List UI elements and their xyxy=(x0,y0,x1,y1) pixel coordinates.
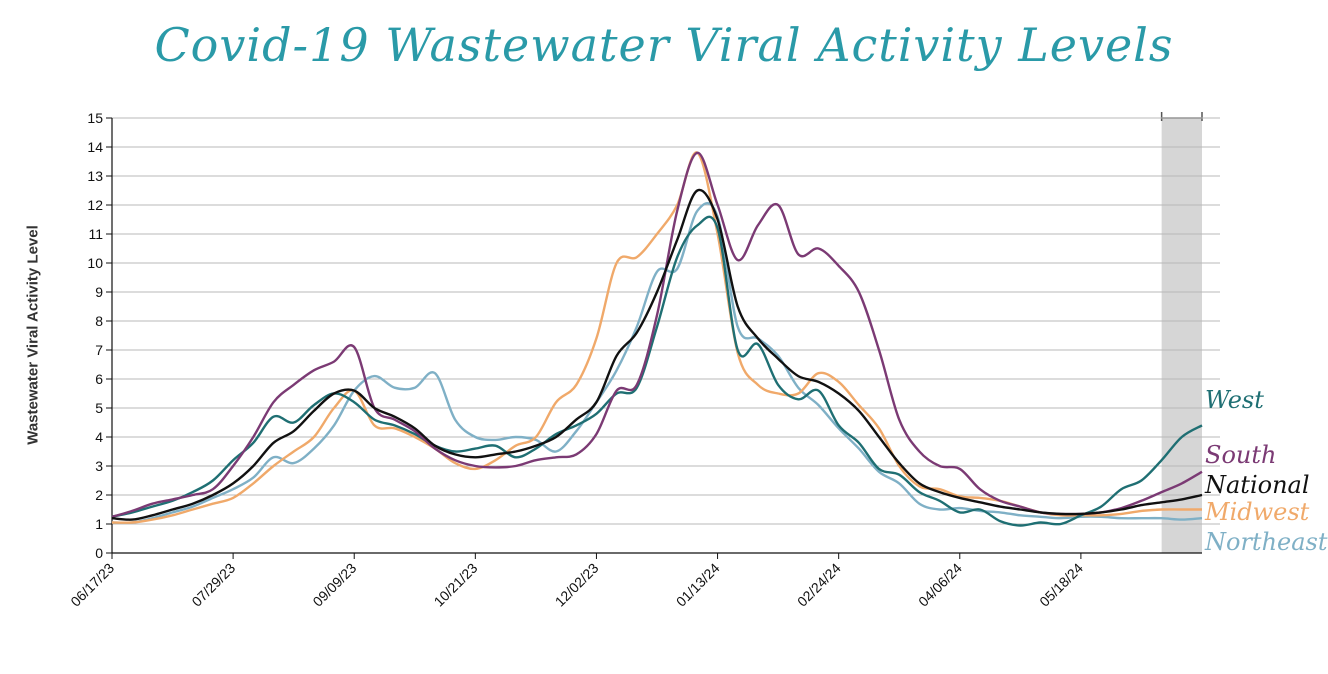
y-tick-label: 0 xyxy=(95,545,103,561)
y-tick-label: 8 xyxy=(95,313,103,329)
x-tick-label: 09/09/23 xyxy=(309,560,359,610)
series-line-south xyxy=(111,151,1203,518)
y-tick-label: 4 xyxy=(95,429,103,445)
y-tick-label: 1 xyxy=(95,516,103,532)
y-tick-label: 11 xyxy=(88,226,103,242)
x-tick-label: 02/24/24 xyxy=(794,560,844,610)
shaded-period-layer xyxy=(1160,112,1203,553)
y-tick-label: 13 xyxy=(87,168,103,184)
series-line-midwest xyxy=(111,151,1202,524)
series-label-northeast: Northeast xyxy=(1204,528,1328,556)
x-tick-label: 12/02/23 xyxy=(552,560,602,610)
series-label-midwest: Midwest xyxy=(1204,498,1310,526)
y-tick-label: 14 xyxy=(87,139,103,155)
grid-layer xyxy=(112,117,1220,525)
y-tick-label: 10 xyxy=(87,255,103,271)
y-tick-label: 6 xyxy=(95,371,103,387)
series-layer xyxy=(111,151,1203,527)
series-line-northeast xyxy=(111,202,1203,525)
series-label-west: West xyxy=(1205,386,1264,414)
y-tick-label: 2 xyxy=(95,487,103,503)
y-tick-label: 5 xyxy=(95,400,103,416)
x-tick-label: 04/06/24 xyxy=(915,560,965,610)
x-tick-label: 01/13/24 xyxy=(673,560,723,610)
series-label-south: South xyxy=(1205,441,1276,469)
y-tick-label: 12 xyxy=(87,197,103,213)
series-line-west xyxy=(111,215,1203,527)
series-label-national: National xyxy=(1204,471,1310,499)
x-tick-label: 07/29/23 xyxy=(188,560,238,610)
y-tick-label: 3 xyxy=(95,458,103,474)
shaded-period xyxy=(1161,118,1202,553)
series-line-national xyxy=(111,188,1203,521)
x-tick-label: 05/18/24 xyxy=(1036,560,1086,610)
y-tick-label: 7 xyxy=(95,342,103,358)
chart-title: Covid-19 Wastewater Viral Activity Level… xyxy=(154,18,1174,72)
x-tick-label: 10/21/23 xyxy=(431,560,481,610)
x-tick-label: 06/17/23 xyxy=(67,560,117,610)
y-tick-label: 15 xyxy=(87,110,103,126)
y-tick-label: 9 xyxy=(95,284,103,300)
